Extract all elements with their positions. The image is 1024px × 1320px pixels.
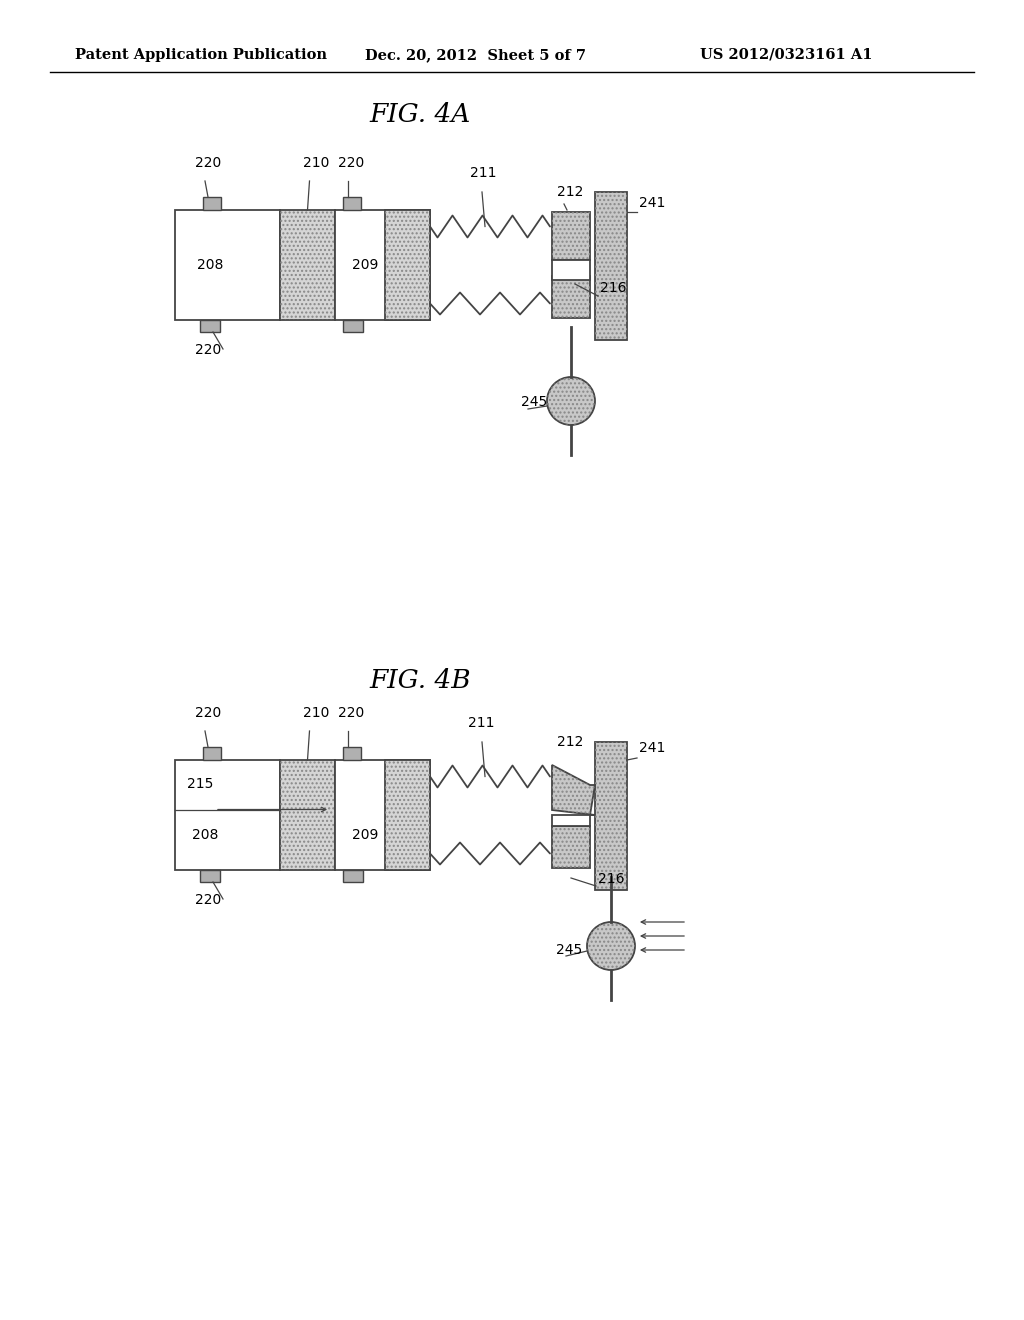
Text: 220: 220 — [338, 156, 365, 170]
Bar — [385, 760, 430, 870]
Text: 241: 241 — [639, 741, 666, 755]
Polygon shape — [552, 766, 595, 814]
Text: FIG. 4B: FIG. 4B — [370, 668, 471, 693]
Bar — [385, 760, 430, 870]
Text: 211: 211 — [470, 166, 497, 180]
Text: 212: 212 — [557, 185, 584, 199]
Bar — [552, 213, 590, 260]
Text: US 2012/0323161 A1: US 2012/0323161 A1 — [700, 48, 872, 62]
Bar — [385, 210, 430, 319]
Bar — [280, 210, 335, 319]
Bar — [385, 210, 430, 319]
Text: 212: 212 — [557, 735, 584, 748]
Text: 216: 216 — [598, 873, 625, 886]
Bar — [175, 210, 280, 319]
Bar — [335, 760, 430, 870]
Bar — [280, 210, 335, 319]
Text: 241: 241 — [639, 195, 666, 210]
Text: 220: 220 — [195, 894, 221, 907]
Bar — [343, 870, 362, 882]
Bar — [552, 276, 590, 318]
Text: 211: 211 — [468, 715, 495, 730]
Text: 215: 215 — [187, 777, 213, 791]
Bar — [280, 760, 335, 870]
Text: Dec. 20, 2012  Sheet 5 of 7: Dec. 20, 2012 Sheet 5 of 7 — [365, 48, 586, 62]
Bar — [552, 814, 590, 826]
Bar — [595, 742, 627, 890]
Bar — [552, 260, 590, 280]
Text: 220: 220 — [338, 706, 365, 719]
Text: 245: 245 — [521, 395, 547, 409]
Bar — [200, 870, 220, 882]
Circle shape — [547, 378, 595, 425]
Bar — [552, 276, 590, 318]
Text: Patent Application Publication: Patent Application Publication — [75, 48, 327, 62]
Circle shape — [587, 921, 635, 970]
Bar — [175, 760, 280, 870]
Bar — [343, 747, 361, 760]
Bar — [335, 210, 430, 319]
Bar — [203, 197, 221, 210]
Bar — [552, 826, 590, 869]
Text: 209: 209 — [352, 828, 378, 842]
Bar — [552, 213, 590, 260]
Text: 220: 220 — [195, 706, 221, 719]
Bar — [595, 191, 627, 341]
Text: 208: 208 — [197, 257, 223, 272]
Bar — [343, 319, 362, 333]
Text: 216: 216 — [600, 281, 627, 294]
Bar — [280, 760, 335, 870]
Bar — [552, 826, 590, 869]
Text: 210: 210 — [302, 156, 329, 170]
Text: 208: 208 — [191, 828, 218, 842]
Text: 209: 209 — [352, 257, 378, 272]
Text: 245: 245 — [556, 942, 583, 957]
Bar — [200, 319, 220, 333]
Text: 220: 220 — [195, 343, 221, 356]
Text: FIG. 4A: FIG. 4A — [370, 103, 471, 128]
Bar — [595, 191, 627, 341]
Bar — [595, 742, 627, 890]
Text: 220: 220 — [195, 156, 221, 170]
Text: 210: 210 — [302, 706, 329, 719]
Bar — [203, 747, 221, 760]
Bar — [343, 197, 361, 210]
